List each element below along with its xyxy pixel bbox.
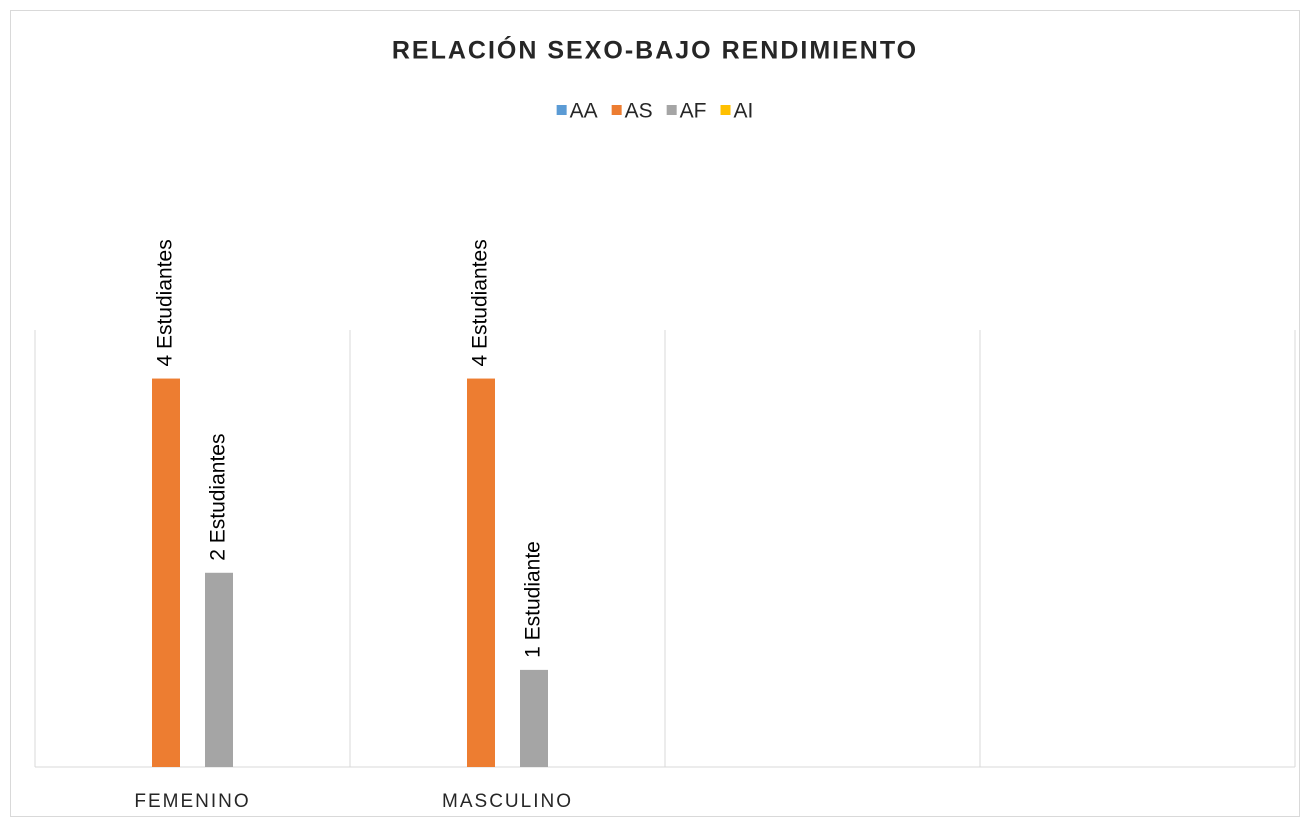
data-label: 4 Estudiantes xyxy=(154,239,177,366)
data-label: 1 Estudiante xyxy=(522,541,545,658)
legend-label: AF xyxy=(680,100,707,123)
chart-title: RELACIÓN SEXO-BAJO RENDIMIENTO xyxy=(392,35,918,65)
legend-label: AA xyxy=(570,100,598,123)
x-tick-label: MASCULINO xyxy=(442,791,573,812)
legend-swatch xyxy=(556,105,567,115)
legend-swatch xyxy=(611,105,622,115)
legend-label: AS xyxy=(625,100,653,123)
legend-swatch xyxy=(720,105,731,115)
data-label: 2 Estudiantes xyxy=(207,434,230,561)
x-tick-label: FEMENINO xyxy=(134,791,250,812)
chart-border xyxy=(10,10,1300,817)
legend-label: AI xyxy=(734,100,754,123)
bar xyxy=(467,378,495,767)
legend-swatch xyxy=(666,105,677,115)
bar xyxy=(152,378,180,767)
bar xyxy=(205,572,233,767)
bar xyxy=(520,669,548,767)
legend: AA AS AF AI xyxy=(556,100,754,123)
data-label: 4 Estudiantes xyxy=(469,239,492,366)
